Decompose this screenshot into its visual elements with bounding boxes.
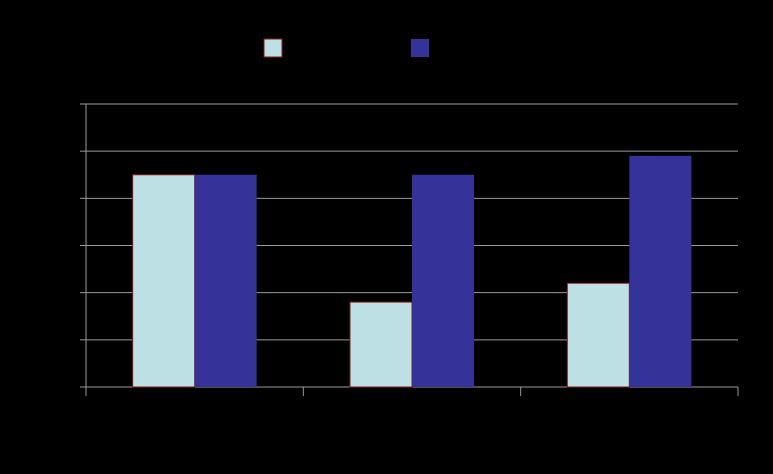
bar bbox=[629, 155, 692, 387]
bar bbox=[132, 174, 196, 388]
bar bbox=[412, 174, 474, 387]
legend-swatch bbox=[411, 39, 429, 57]
legend-swatch bbox=[263, 38, 283, 58]
bar bbox=[349, 301, 413, 388]
bar bbox=[194, 174, 257, 387]
bar bbox=[566, 282, 630, 388]
